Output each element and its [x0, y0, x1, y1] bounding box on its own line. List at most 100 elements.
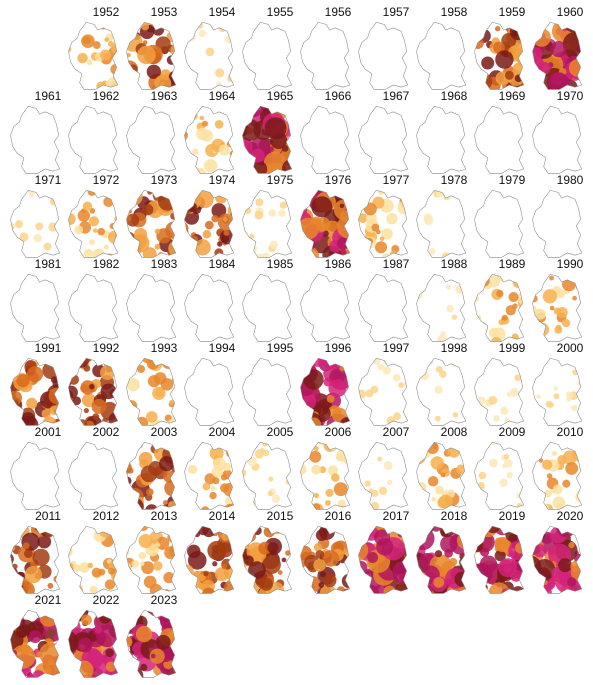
drought-patch	[260, 578, 273, 591]
state-map	[402, 520, 474, 606]
drought-patch	[204, 159, 217, 172]
drought-patch	[2, 417, 10, 425]
drought-patch	[155, 388, 164, 397]
map-fill	[300, 106, 349, 173]
drought-patch	[549, 276, 554, 281]
drought-patch	[4, 573, 12, 581]
drought-patch	[177, 494, 190, 507]
map-fill	[474, 190, 523, 257]
drought-patch	[114, 643, 125, 654]
year-label: 1993	[151, 341, 178, 355]
drought-patch	[525, 329, 536, 340]
drought-patch	[396, 582, 408, 594]
drought-patch	[0, 579, 12, 591]
drought-patch	[188, 465, 197, 474]
state-map	[407, 442, 469, 515]
state-map	[355, 439, 413, 511]
drought-patch	[532, 526, 546, 540]
drought-patch	[301, 498, 311, 508]
year-label: 1991	[35, 341, 62, 355]
year-label: 1994	[209, 341, 236, 355]
drought-patch	[464, 220, 470, 226]
drought-patch	[315, 550, 324, 559]
drought-patch	[557, 455, 567, 465]
drought-patch	[110, 223, 116, 229]
drought-patch	[515, 75, 523, 83]
drought-patch	[214, 248, 223, 257]
drought-patch	[117, 672, 129, 680]
drought-patch	[435, 550, 442, 557]
drought-patch	[265, 117, 287, 139]
drought-patch	[116, 199, 123, 206]
drought-patch	[346, 539, 368, 561]
drought-patch	[446, 356, 451, 361]
drought-patch	[73, 660, 93, 680]
drought-patch	[278, 210, 285, 217]
drought-patch	[55, 617, 62, 624]
drought-patch	[505, 71, 514, 80]
drought-patch	[213, 458, 226, 471]
state-map	[175, 186, 241, 260]
drought-patch	[409, 582, 427, 600]
drought-patch	[179, 154, 187, 162]
drought-patch	[146, 411, 158, 423]
drought-patch	[89, 239, 95, 245]
drought-patch	[476, 533, 483, 540]
drought-patch	[510, 570, 522, 582]
drought-patch	[351, 413, 357, 419]
drought-patch	[568, 542, 574, 548]
drought-patch	[314, 493, 319, 498]
drought-patch	[254, 211, 263, 220]
drought-patch	[446, 285, 451, 290]
year-label: 2000	[557, 341, 584, 355]
drought-patch	[268, 209, 276, 217]
drought-patch	[415, 502, 427, 514]
drought-patch	[226, 25, 232, 31]
drought-patch	[89, 216, 99, 226]
year-label: 1980	[557, 173, 584, 187]
drought-patch	[410, 226, 417, 233]
drought-patch	[141, 465, 158, 482]
drought-patch	[49, 405, 59, 415]
drought-patch	[570, 561, 581, 572]
drought-patch	[84, 249, 93, 258]
drought-patch	[563, 32, 587, 56]
drought-patch	[447, 522, 454, 529]
drought-patch	[219, 144, 230, 155]
drought-patch	[156, 635, 171, 650]
drought-patch	[459, 275, 467, 283]
drought-patch	[452, 314, 457, 319]
state-map	[126, 274, 175, 341]
drought-patch	[215, 567, 229, 581]
drought-patch	[334, 482, 348, 496]
drought-patch	[576, 283, 583, 290]
drought-patch	[78, 419, 87, 428]
drought-patch	[167, 533, 177, 543]
map-fill	[10, 106, 59, 173]
drought-patch	[59, 390, 73, 404]
drought-patch	[243, 530, 256, 543]
drought-patch	[124, 448, 131, 455]
drought-patch	[104, 244, 109, 249]
drought-patch	[531, 328, 544, 341]
state-map	[416, 22, 465, 89]
drought-patch	[68, 249, 77, 258]
drought-patch	[435, 416, 441, 422]
drought-patch	[288, 103, 295, 110]
drought-patch	[207, 541, 226, 560]
drought-patch	[383, 586, 395, 598]
drought-patch	[193, 571, 200, 578]
drought-patch	[424, 216, 433, 225]
drought-patch	[354, 561, 367, 574]
drought-patch	[171, 366, 181, 376]
drought-patch	[567, 577, 576, 586]
drought-patch	[291, 405, 307, 421]
drought-patch	[192, 148, 198, 154]
drought-patch	[239, 200, 247, 208]
drought-patch	[221, 235, 229, 243]
drought-patch	[303, 369, 323, 389]
drought-patch	[120, 227, 128, 235]
drought-patch	[319, 524, 335, 540]
year-label: 1963	[151, 89, 178, 103]
drought-patch	[526, 536, 537, 547]
